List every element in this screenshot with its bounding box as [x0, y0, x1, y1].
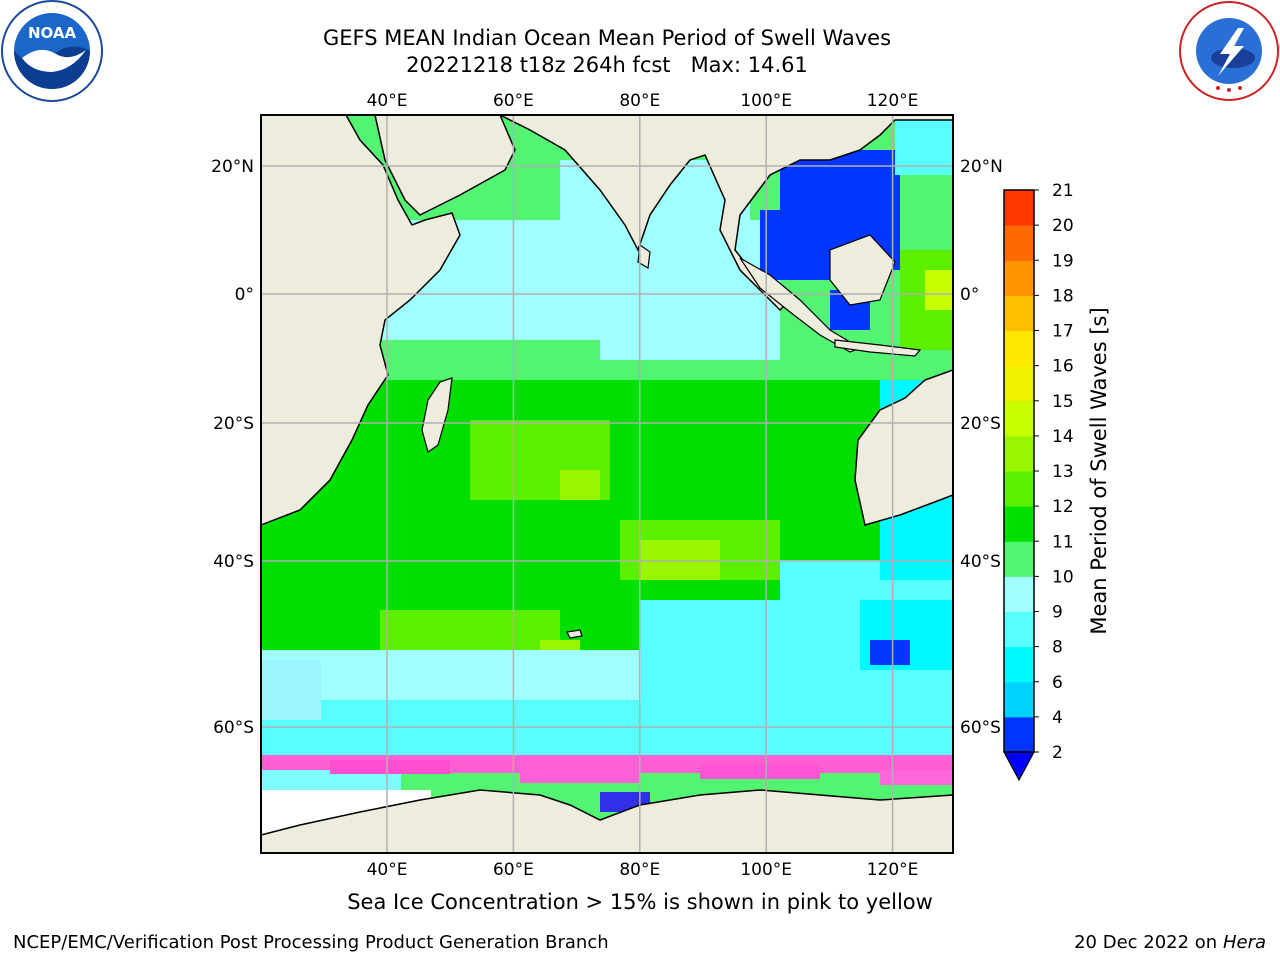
borneo-land [829, 234, 896, 306]
field-patch [895, 115, 953, 175]
footer-host: Hera [1222, 932, 1266, 953]
kerguelen-land [566, 629, 583, 639]
chart-title: GEFS MEAN Indian Ocean Mean Period of Sw… [322, 26, 892, 50]
colorbar-tick-label: 18 [1052, 286, 1074, 306]
colorbar-tick-label: 19 [1052, 251, 1074, 271]
colorbar-tick-label: 10 [1052, 567, 1074, 587]
lat-tick-label-left: 20°N [211, 157, 254, 177]
colorbar-segment [1004, 716, 1034, 753]
colorbar-segment [1004, 330, 1034, 367]
lon-tick-label-bottom: 100°E [740, 860, 792, 880]
field-patch [925, 270, 953, 310]
lon-tick-label-top: 60°E [493, 91, 534, 111]
colorbar-tick-label: 8 [1052, 638, 1063, 658]
map-frame [260, 114, 954, 854]
colorbar-tick-label: 2 [1052, 743, 1063, 763]
lon-tick-label-bottom: 80°E [619, 860, 660, 880]
colorbar-tick-label: 13 [1052, 462, 1074, 482]
colorbar-tick-label: 21 [1052, 181, 1074, 201]
lat-tick-label-left: 40°S [213, 552, 254, 572]
lon-tick-label-bottom: 120°E [867, 860, 919, 880]
colorbar-extend-arrow [1002, 751, 1036, 782]
colorbar-tick-label: 20 [1052, 216, 1074, 236]
colorbar-tick-label: 9 [1052, 603, 1063, 623]
colorbar-segment [1004, 400, 1034, 437]
colorbar-segment [1004, 541, 1034, 577]
footer-date-text: 20 Dec 2022 on [1074, 932, 1218, 953]
field-patch [560, 470, 600, 500]
lat-tick-label-right: 0° [960, 285, 979, 305]
lat-tick-label-left: 20°S [213, 414, 254, 434]
sea-ice-patch [880, 770, 953, 785]
lon-tick-label-top: 100°E [740, 91, 792, 111]
lat-tick-label-left: 60°S [213, 718, 254, 738]
chart-subtitle-run: 20221218 t18z 264h fcst Max: 14.61 [406, 53, 808, 77]
colorbar-tick-label: 15 [1052, 392, 1074, 412]
nws-logo-icon [1179, 1, 1279, 101]
lon-tick-label-bottom: 60°E [493, 860, 534, 880]
colorbar-segment [1004, 576, 1034, 612]
colorbar-tick-label: 12 [1052, 497, 1074, 517]
colorbar-segment [1004, 611, 1034, 648]
field-patch [640, 540, 720, 580]
asia-land [499, 115, 953, 312]
sri-lanka-land [637, 243, 651, 269]
colorbar-segment [1004, 435, 1034, 472]
lon-tick-label-top: 120°E [867, 91, 919, 111]
colorbar-segment [1004, 295, 1034, 331]
sea-ice-patch [520, 765, 640, 783]
colorbar-tick-label: 4 [1052, 708, 1063, 728]
lat-tick-label-left: 0° [235, 285, 254, 305]
lat-tick-label-right: 20°S [960, 414, 1001, 434]
lon-tick-label-bottom: 40°E [367, 860, 408, 880]
colorbar-segment [1004, 260, 1034, 296]
australia-land [854, 369, 953, 526]
arabia-land [374, 115, 516, 216]
sea-ice-patch [261, 660, 321, 720]
field-patch [760, 210, 840, 280]
colorbar-tick-label: 17 [1052, 322, 1074, 342]
colorbar-segment [1004, 190, 1034, 226]
noaa-logo-icon: NOAA [1, 0, 103, 102]
lat-tick-label-right: 20°N [960, 157, 1003, 177]
java-land [834, 339, 922, 357]
madagascar-land [421, 377, 453, 453]
colorbar-segment [1004, 506, 1034, 542]
map-axis-labels: 40°E 40°E 60°E 60°E 80°E 80°E 100°E 100°E 120°E 1… [211, 91, 1003, 880]
lat-tick-label-right: 40°S [960, 552, 1001, 572]
field-patch [870, 640, 910, 665]
sea-ice-note: Sea Ice Concentration > 15% is shown in … [347, 890, 933, 914]
colorbar-segment [1004, 471, 1034, 507]
lon-tick-label-top: 40°E [367, 91, 408, 111]
sea-ice-patch [330, 760, 450, 774]
noaa-logo-text: NOAA [28, 24, 77, 42]
colorbar-tick-label: 16 [1052, 357, 1074, 377]
field-patch [600, 280, 780, 360]
colorbar-segment [1004, 646, 1034, 683]
colorbar-segment [1004, 365, 1034, 402]
antarctica-land [261, 789, 953, 853]
colorbar-tick-label: 14 [1052, 427, 1074, 447]
colorbar-segment [1004, 225, 1034, 261]
footer-producer: NCEP/EMC/Verification Post Processing Pr… [13, 932, 609, 953]
footer-date: 20 Dec 2022 on Hera [1074, 932, 1266, 953]
colorbar-label: Mean Period of Swell Waves [s] [1087, 307, 1111, 634]
field-patch [261, 700, 953, 760]
lon-tick-label-top: 80°E [619, 91, 660, 111]
colorbar-tick-label: 11 [1052, 532, 1074, 552]
lat-tick-label-right: 60°S [960, 718, 1001, 738]
colorbar: 2 4 6 8 9 10 11 12 13 14 15 16 17 18 19 20 21 Mean Period… [1002, 181, 1111, 782]
graticule [261, 115, 953, 853]
colorbar-tick-label: 6 [1052, 673, 1063, 693]
sea-ice-patch [700, 765, 820, 779]
colorbar-segment [1004, 681, 1034, 718]
